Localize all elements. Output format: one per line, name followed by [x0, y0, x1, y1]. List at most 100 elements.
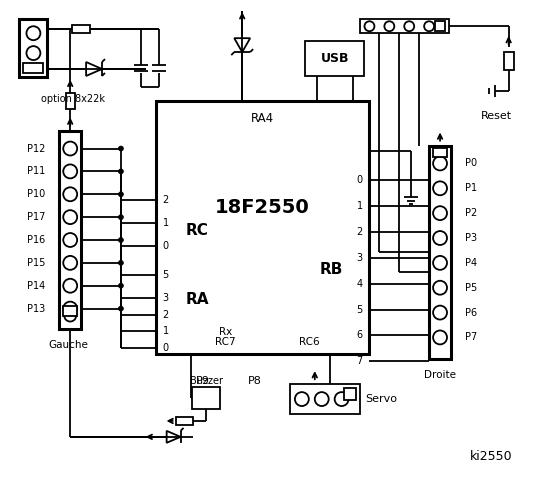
Text: 6: 6: [357, 330, 363, 340]
Circle shape: [384, 21, 394, 31]
Text: RC: RC: [186, 223, 209, 238]
Text: P14: P14: [27, 281, 45, 291]
Circle shape: [118, 283, 123, 288]
Circle shape: [118, 260, 123, 265]
Text: 1: 1: [163, 218, 169, 228]
Bar: [19, 19, 48, 77]
Circle shape: [295, 392, 309, 406]
Text: 1: 1: [163, 326, 169, 336]
Circle shape: [118, 192, 123, 197]
Circle shape: [404, 21, 414, 31]
Text: Buzzer: Buzzer: [190, 376, 223, 386]
Circle shape: [433, 156, 447, 170]
Circle shape: [64, 310, 76, 322]
Bar: [72, 25, 90, 33]
Text: P0: P0: [465, 158, 477, 168]
Circle shape: [315, 392, 328, 406]
Text: P17: P17: [27, 212, 45, 222]
Circle shape: [27, 26, 40, 40]
Text: 5: 5: [163, 270, 169, 280]
Bar: [433, 147, 447, 157]
Circle shape: [63, 279, 77, 293]
Circle shape: [118, 215, 123, 220]
Text: P5: P5: [465, 283, 477, 293]
Text: P10: P10: [27, 189, 45, 199]
Text: P8: P8: [248, 376, 262, 386]
Circle shape: [63, 256, 77, 270]
Text: P2: P2: [465, 208, 477, 218]
Text: Rx: Rx: [218, 327, 232, 337]
Bar: [63, 306, 77, 315]
Text: P15: P15: [27, 258, 45, 268]
Text: P6: P6: [465, 308, 477, 318]
Text: P3: P3: [465, 233, 477, 243]
Text: 0: 0: [357, 175, 363, 185]
Circle shape: [335, 392, 348, 406]
Circle shape: [118, 238, 123, 242]
Text: 7: 7: [356, 356, 363, 366]
Circle shape: [433, 231, 447, 245]
Text: RC6: RC6: [300, 337, 320, 348]
Text: P13: P13: [27, 304, 45, 313]
Text: ki2550: ki2550: [469, 450, 512, 463]
Circle shape: [118, 146, 123, 151]
Circle shape: [433, 256, 447, 270]
Bar: [504, 52, 514, 70]
Bar: [290, 384, 359, 414]
Text: P9: P9: [196, 376, 210, 386]
Text: USB: USB: [320, 52, 349, 65]
Text: 2: 2: [163, 195, 169, 205]
Text: RC7: RC7: [215, 337, 236, 348]
Bar: [429, 145, 451, 360]
Circle shape: [63, 187, 77, 201]
Circle shape: [433, 330, 447, 344]
Text: P16: P16: [27, 235, 45, 245]
Circle shape: [118, 169, 123, 174]
Circle shape: [424, 21, 434, 31]
Text: option 8x22k: option 8x22k: [41, 94, 105, 104]
Bar: [66, 93, 75, 109]
Text: 2: 2: [163, 310, 169, 320]
Bar: [305, 41, 364, 76]
Bar: [359, 19, 449, 33]
Text: P7: P7: [465, 333, 477, 342]
Text: RB: RB: [320, 263, 343, 277]
Text: P12: P12: [27, 144, 45, 154]
Circle shape: [118, 306, 123, 311]
Text: 5: 5: [356, 305, 363, 314]
Text: 3: 3: [163, 293, 169, 303]
Bar: [59, 131, 81, 329]
Circle shape: [63, 210, 77, 224]
Circle shape: [433, 281, 447, 295]
Bar: [23, 63, 43, 73]
Bar: [176, 417, 194, 425]
Text: 0: 0: [163, 343, 169, 353]
Text: RA: RA: [186, 292, 209, 307]
Bar: [192, 387, 220, 409]
Circle shape: [63, 142, 77, 156]
Text: Droite: Droite: [424, 370, 456, 380]
Text: Gauche: Gauche: [48, 340, 88, 350]
Circle shape: [364, 21, 374, 31]
Circle shape: [63, 165, 77, 179]
Text: RA4: RA4: [251, 112, 274, 125]
Circle shape: [63, 233, 77, 247]
Text: 3: 3: [357, 253, 363, 263]
Bar: [156, 101, 369, 354]
Bar: [435, 21, 445, 31]
Circle shape: [433, 206, 447, 220]
Text: 2: 2: [356, 227, 363, 237]
Circle shape: [63, 301, 77, 315]
Text: 0: 0: [163, 241, 169, 251]
Text: P4: P4: [465, 258, 477, 268]
Bar: [343, 388, 356, 400]
Text: Reset: Reset: [481, 111, 512, 121]
Text: P1: P1: [465, 183, 477, 193]
Text: 4: 4: [357, 279, 363, 289]
Text: Servo: Servo: [366, 394, 398, 404]
Circle shape: [433, 181, 447, 195]
Text: 18F2550: 18F2550: [215, 198, 310, 217]
Text: 1: 1: [357, 201, 363, 211]
Text: P11: P11: [27, 167, 45, 176]
Circle shape: [27, 46, 40, 60]
